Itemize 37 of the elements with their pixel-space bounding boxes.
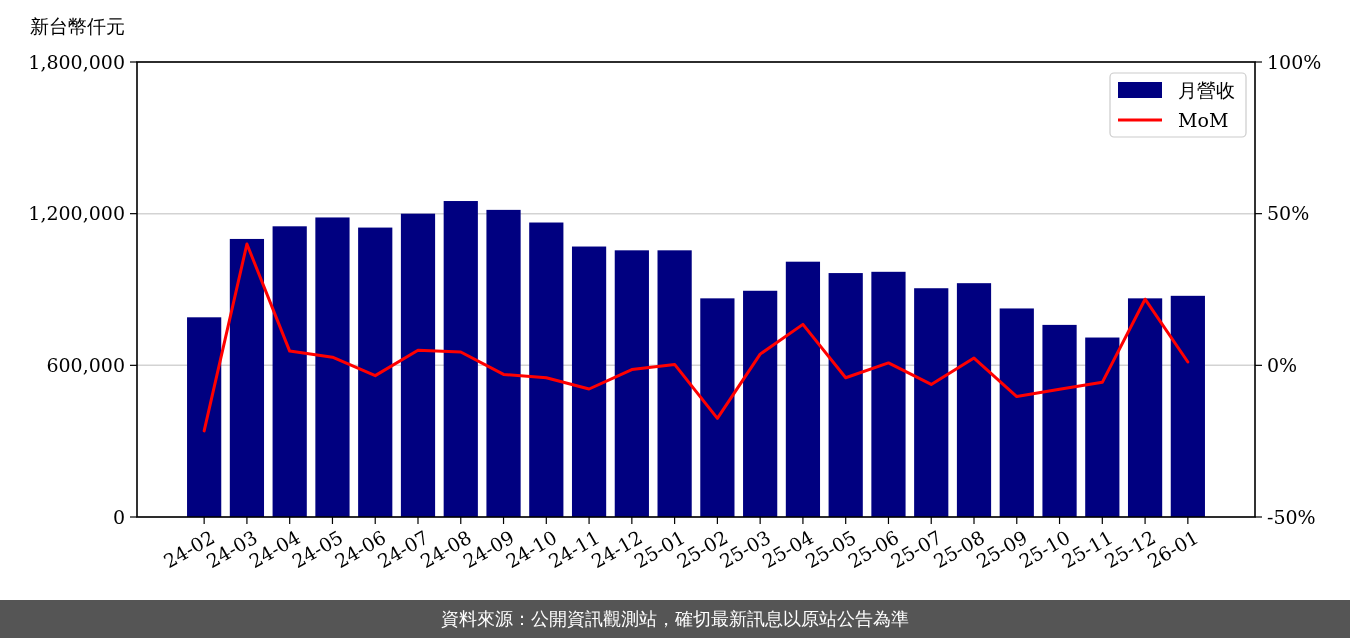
y2-tick-label: 0% bbox=[1267, 353, 1298, 376]
bar bbox=[486, 209, 521, 517]
bar bbox=[657, 250, 692, 517]
bar bbox=[700, 298, 735, 517]
line-series bbox=[202, 242, 1190, 433]
bar bbox=[828, 273, 863, 517]
y2-tick-label: 100% bbox=[1267, 50, 1322, 73]
y2-tick-label: 50% bbox=[1267, 202, 1310, 225]
bar bbox=[871, 271, 906, 517]
bar bbox=[315, 217, 350, 517]
legend-label: MoM bbox=[1178, 108, 1229, 131]
bar bbox=[400, 213, 436, 517]
bar bbox=[956, 283, 992, 517]
y-tick-label: 1,200,000 bbox=[28, 202, 125, 225]
bar bbox=[1085, 337, 1120, 517]
bar bbox=[358, 227, 393, 517]
bar bbox=[614, 250, 649, 517]
y-tick-label: 1,800,000 bbox=[28, 50, 125, 73]
y-tick-label: 600,000 bbox=[46, 353, 125, 376]
y-axis-title: 新台幣仟元 bbox=[30, 15, 125, 37]
bar bbox=[229, 238, 265, 517]
bar bbox=[1042, 324, 1077, 517]
source-note: 資料來源：公開資訊觀測站，確切最新訊息以原站公告為準 bbox=[441, 608, 909, 630]
y-tick-label: 0 bbox=[112, 505, 125, 528]
bar bbox=[743, 290, 778, 517]
bar bbox=[1127, 298, 1163, 517]
bar bbox=[1170, 295, 1205, 517]
legend-label: 月營收 bbox=[1178, 78, 1235, 101]
bar bbox=[272, 226, 307, 517]
bar bbox=[529, 222, 564, 517]
bar bbox=[999, 308, 1034, 517]
bar bbox=[443, 201, 478, 517]
bar bbox=[914, 288, 949, 517]
bar bbox=[785, 261, 821, 517]
y2-tick-label: -50% bbox=[1267, 505, 1316, 528]
bar bbox=[571, 246, 607, 517]
bar bbox=[187, 317, 222, 517]
